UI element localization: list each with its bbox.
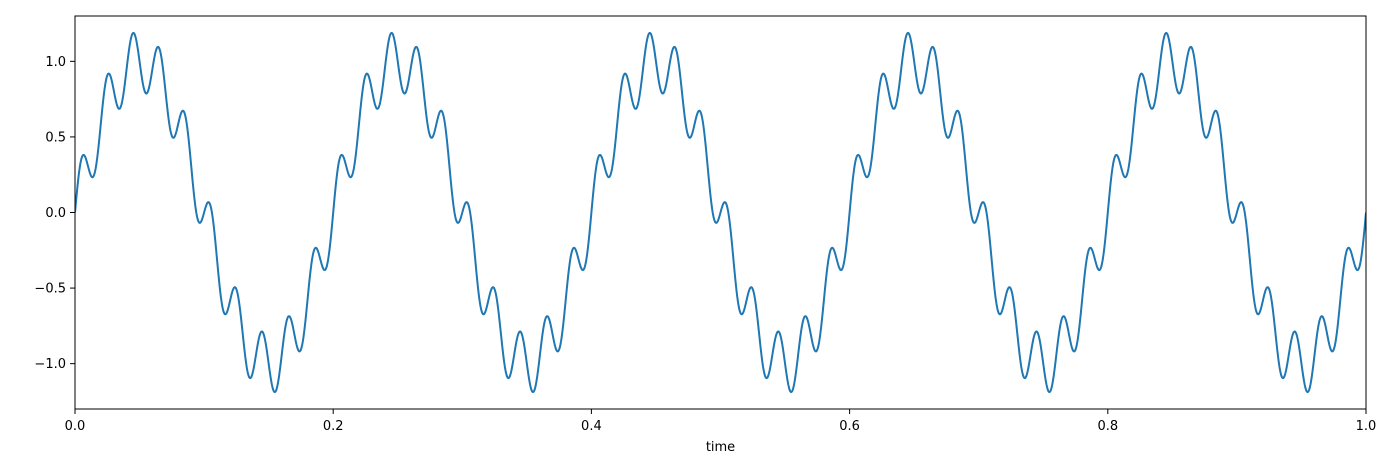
x-tick-label: 0.2	[323, 419, 344, 434]
x-axis-label: time	[706, 440, 735, 455]
plot-area	[74, 15, 1367, 410]
y-tick-label: −0.5	[34, 282, 66, 297]
x-tick-label: 0.8	[1097, 419, 1118, 434]
y-axis-ticks: −1.0 −0.5 0.0 0.5 1.0	[34, 55, 75, 372]
y-tick-label: 1.0	[45, 55, 66, 70]
y-tick-label: 0.0	[45, 206, 66, 221]
x-tick-label: 0.4	[581, 419, 602, 434]
series-line-0	[75, 31, 1366, 394]
x-tick-label: 0.0	[65, 419, 86, 434]
x-tick-label: 1.0	[1356, 419, 1377, 434]
y-tick-label: 0.5	[45, 130, 66, 145]
x-axis-ticks: 0.0 0.2 0.4 0.6 0.8 1.0	[65, 409, 1377, 434]
y-tick-label: −1.0	[34, 357, 66, 372]
x-tick-label: 0.6	[839, 419, 860, 434]
